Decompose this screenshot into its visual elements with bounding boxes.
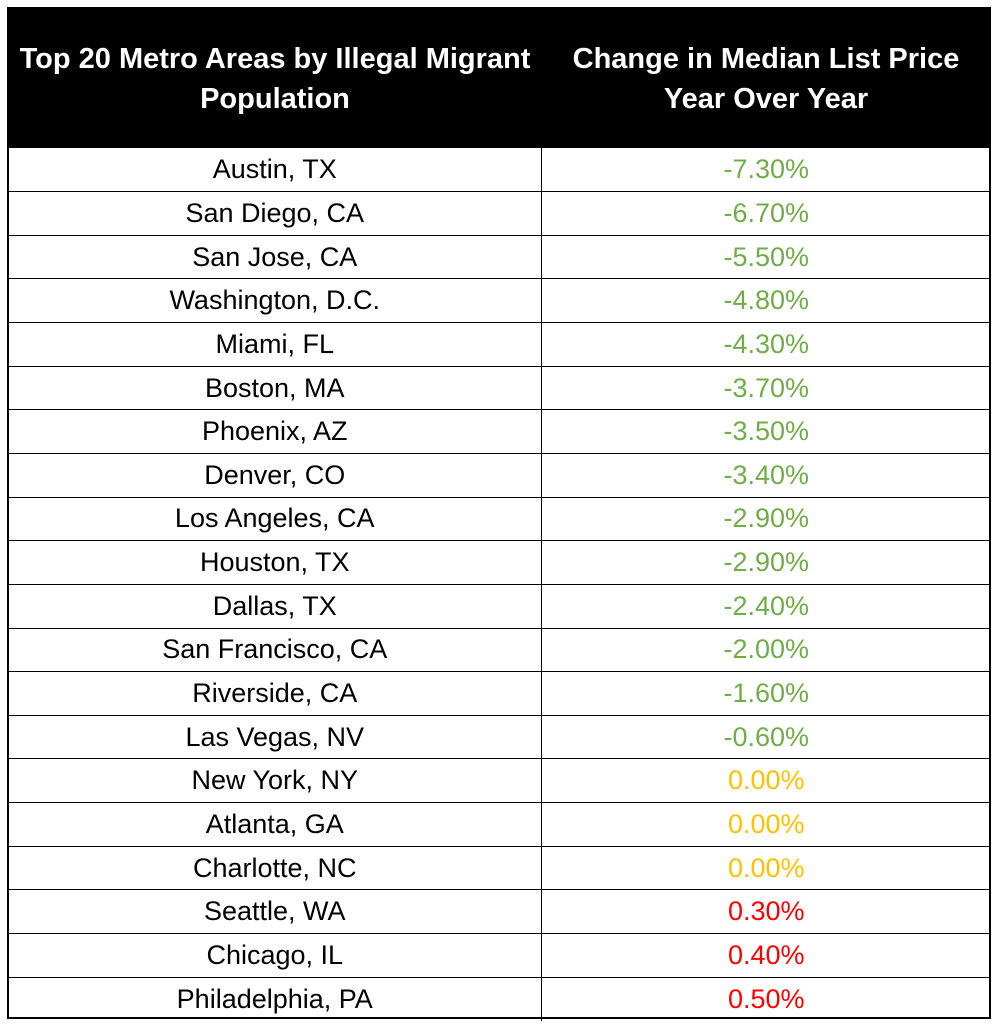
price-change-cell: 0.50% xyxy=(541,976,991,1021)
price-change-cell: -3.50% xyxy=(541,409,991,454)
table-body: Austin, TX -7.30% San Diego, CA -6.70% San J… xyxy=(9,148,991,1021)
price-change-cell: 0.30% xyxy=(541,889,991,934)
header-row: Top 20 Metro Areas by Illegal Migrant Po… xyxy=(9,9,991,148)
table-row: Riverside, CA -1.60% xyxy=(9,671,991,716)
price-change-cell: 0.00% xyxy=(541,845,991,890)
metro-name-cell: Atlanta, GA xyxy=(9,802,542,847)
price-change-cell: -2.90% xyxy=(541,540,991,585)
price-change-cell: -3.70% xyxy=(541,365,991,410)
price-change-table: Top 20 Metro Areas by Illegal Migrant Po… xyxy=(7,7,991,1021)
table-row: Austin, TX -7.30% xyxy=(9,148,991,192)
table-row: Los Angeles, CA -2.90% xyxy=(9,496,991,541)
data-table: Top 20 Metro Areas by Illegal Migrant Po… xyxy=(9,9,991,1021)
header-price-change: Change in Median List Price Year Over Ye… xyxy=(541,9,991,148)
table-row: Philadelphia, PA 0.50% xyxy=(9,976,991,1021)
price-change-cell: -6.70% xyxy=(541,191,991,236)
table-row: Denver, CO -3.40% xyxy=(9,452,991,498)
metro-name-cell: Chicago, IL xyxy=(9,933,542,978)
table-row: Dallas, TX -2.40% xyxy=(9,583,991,629)
table-header: Top 20 Metro Areas by Illegal Migrant Po… xyxy=(9,9,991,148)
price-change-cell: -1.60% xyxy=(541,671,991,716)
metro-name-cell: Riverside, CA xyxy=(9,671,542,716)
price-change-cell: -0.60% xyxy=(541,714,991,759)
metro-name-cell: Denver, CO xyxy=(9,452,542,498)
metro-name-cell: Miami, FL xyxy=(9,322,542,367)
metro-name-cell: San Francisco, CA xyxy=(9,627,542,672)
table-row: Seattle, WA 0.30% xyxy=(9,889,991,934)
table-row: Chicago, IL 0.40% xyxy=(9,933,991,978)
metro-name-cell: Philadelphia, PA xyxy=(9,976,542,1021)
metro-name-cell: Los Angeles, CA xyxy=(9,496,542,541)
metro-name-cell: Boston, MA xyxy=(9,365,542,410)
metro-name-cell: San Diego, CA xyxy=(9,191,542,236)
metro-name-cell: Dallas, TX xyxy=(9,583,542,629)
price-change-cell: -3.40% xyxy=(541,452,991,498)
price-change-cell: 0.00% xyxy=(541,758,991,803)
metro-name-cell: Seattle, WA xyxy=(9,889,542,934)
metro-name-cell: Austin, TX xyxy=(9,148,542,192)
price-change-cell: -4.30% xyxy=(541,322,991,367)
table-row: San Francisco, CA -2.00% xyxy=(9,627,991,672)
metro-name-cell: Las Vegas, NV xyxy=(9,714,542,759)
price-change-cell: 0.00% xyxy=(541,802,991,847)
metro-name-cell: Phoenix, AZ xyxy=(9,409,542,454)
table-row: Washington, D.C. -4.80% xyxy=(9,278,991,323)
table-row: Atlanta, GA 0.00% xyxy=(9,802,991,847)
table-row: Charlotte, NC 0.00% xyxy=(9,845,991,890)
price-change-cell: 0.40% xyxy=(541,933,991,978)
metro-name-cell: Charlotte, NC xyxy=(9,845,542,890)
price-change-cell: -5.50% xyxy=(541,234,991,279)
price-change-cell: -4.80% xyxy=(541,278,991,323)
price-change-cell: -7.30% xyxy=(723,154,810,185)
metro-name-cell: New York, NY xyxy=(9,758,542,803)
price-change-cell: -2.90% xyxy=(541,496,991,541)
price-change-cell: -2.00% xyxy=(541,627,991,672)
header-metro-areas: Top 20 Metro Areas by Illegal Migrant Po… xyxy=(9,9,541,148)
price-change-cell: -2.40% xyxy=(541,583,991,629)
table-row: San Jose, CA -5.50% xyxy=(9,234,991,279)
metro-name-cell: Washington, D.C. xyxy=(9,278,542,323)
table-row: Phoenix, AZ -3.50% xyxy=(9,409,991,454)
table-row: San Diego, CA -6.70% xyxy=(9,191,991,236)
metro-name-cell: San Jose, CA xyxy=(9,234,542,279)
table-row: New York, NY 0.00% xyxy=(9,758,991,803)
table-row: Houston, TX -2.90% xyxy=(9,540,991,585)
table-row: Miami, FL -4.30% xyxy=(9,322,991,367)
metro-name-cell: Houston, TX xyxy=(9,540,542,585)
table-row: Las Vegas, NV -0.60% xyxy=(9,714,991,759)
table-row: Boston, MA -3.70% xyxy=(9,365,991,410)
